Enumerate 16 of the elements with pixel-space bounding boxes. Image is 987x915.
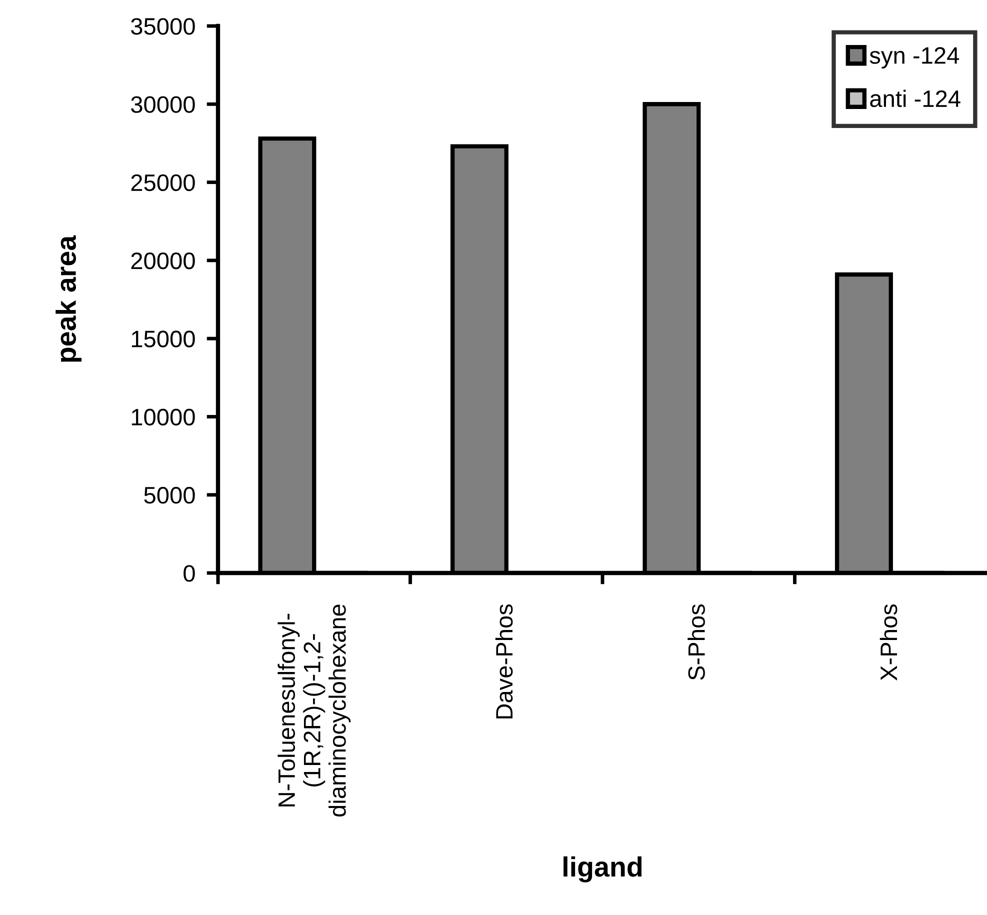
y-tick-label: 0 [184, 565, 195, 582]
y-tick-label: 15000 [132, 330, 195, 348]
x-tick-label: Dave-Phos [495, 604, 513, 718]
legend-label: syn -124 [870, 47, 960, 69]
x-tick-label: S-Phos [688, 604, 705, 680]
x-tick-label: X-Phos [880, 604, 898, 680]
y-tick-label: 5000 [144, 486, 195, 504]
legend-label: anti -124 [870, 90, 960, 108]
y-tick-label: 30000 [131, 96, 195, 113]
y-tick-label: 25000 [131, 174, 195, 192]
y-tick-label: 20000 [131, 252, 195, 270]
y-axis-title: peak area [56, 235, 82, 362]
y-tick-label: 10000 [132, 408, 195, 426]
x-tick-label: N-Toluenesulfonyl- (1R,2R)-()-1,2- diaminocyclohexane [278, 604, 351, 816]
y-tick-label: 35000 [131, 18, 195, 35]
x-axis-title: ligand [564, 856, 642, 882]
